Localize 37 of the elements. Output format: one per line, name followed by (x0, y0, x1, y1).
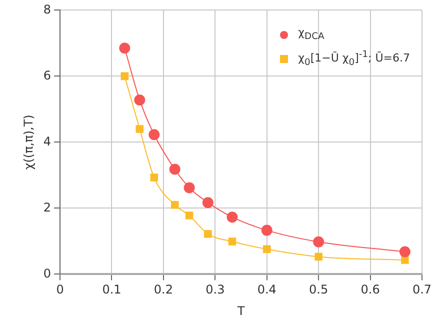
x-axis-title: T (236, 304, 246, 318)
point (119, 42, 130, 54)
point (148, 129, 160, 140)
point (136, 125, 144, 133)
point (314, 252, 322, 261)
point (262, 245, 271, 254)
x-tick-label: 0.2 (154, 282, 173, 297)
point (399, 246, 410, 258)
y-tick-label: 0 (43, 266, 52, 280)
point (204, 230, 212, 238)
y-tick-label: 4 (43, 134, 52, 148)
point (184, 182, 195, 194)
y-tick-label: 2 (43, 200, 52, 214)
legend-label: χ$_{0}$[1−Ū χ$_{0}$]$^{-1}$; Ū=6.7 (298, 48, 410, 70)
x-tick-label: 0.4 (257, 282, 276, 297)
point (169, 164, 180, 175)
x-tick-label: 0.5 (309, 282, 328, 297)
point (170, 201, 179, 209)
point (134, 94, 146, 106)
x-tick-label: 0.1 (102, 282, 122, 297)
point (226, 212, 238, 223)
y-tick-label: 6 (43, 68, 52, 82)
point (202, 197, 214, 208)
x-tick-label: 0.7 (412, 282, 432, 297)
x-tick-label: 0.3 (206, 282, 225, 297)
point (401, 256, 409, 264)
point (150, 174, 158, 182)
x-tick-label: 0.6 (360, 282, 380, 297)
point (313, 236, 324, 248)
y-tick-label: 8 (43, 2, 52, 16)
point (120, 72, 129, 80)
legend-label: χ$_{DCA}$ (298, 25, 324, 44)
x-tick-label: 0 (56, 282, 64, 297)
point (261, 224, 272, 236)
point (185, 212, 194, 220)
point (228, 238, 236, 246)
y-axis-title: χ((π,π),T) (21, 114, 36, 170)
